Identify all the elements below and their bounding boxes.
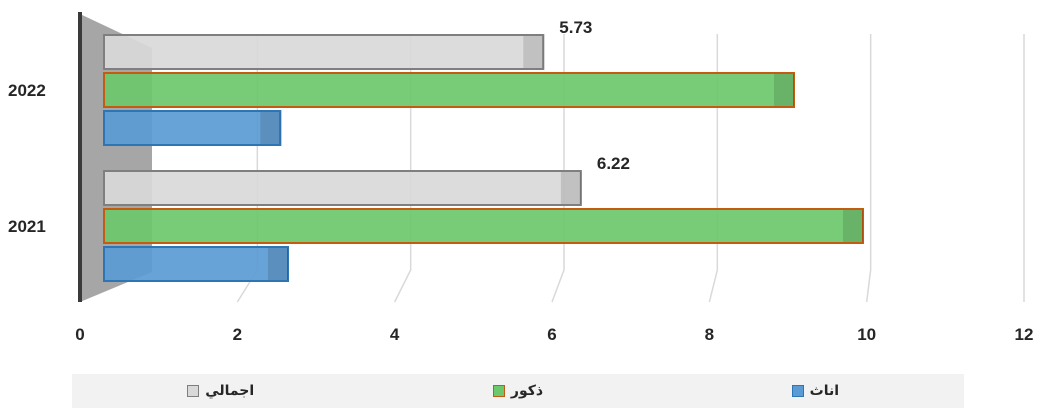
bar-2-0 (103, 170, 582, 206)
legend-item: اناث (667, 383, 964, 399)
data-label: 6.22 (597, 154, 630, 173)
gridline (708, 34, 719, 303)
gridlines (236, 34, 1025, 303)
legend-label: اجمالي (205, 383, 255, 399)
x-axis-ticks: 0 2 4 6 8 10 12 (75, 325, 1033, 344)
x-tick-label: 12 (1015, 325, 1034, 344)
legend-label: اناث (809, 383, 840, 399)
x-tick-label: 4 (390, 325, 400, 344)
gridline (393, 34, 412, 303)
bar-face (103, 34, 545, 70)
bar-face (103, 170, 582, 206)
bar-1-1 (103, 72, 795, 108)
x-tick-label: 2 (233, 325, 242, 344)
legend-swatch (492, 385, 505, 397)
data-labels: 6.22 5.73 (559, 18, 630, 173)
x-tick-label: 8 (705, 325, 714, 344)
bar-face (103, 246, 289, 282)
bar-face (103, 72, 795, 108)
legend-item: اجمالي (72, 383, 369, 399)
bar-0-1 (103, 110, 282, 146)
legend-swatch (187, 385, 200, 397)
gridline (551, 34, 565, 303)
data-label: 5.73 (559, 18, 592, 37)
legend-swatch (791, 385, 804, 397)
bar-2-1 (103, 34, 545, 70)
bar-0-0 (103, 246, 289, 282)
category-label: 2021 (8, 217, 46, 236)
legend-label: ذكور (510, 383, 544, 399)
bar-face (103, 110, 282, 146)
x-tick-label: 6 (547, 325, 556, 344)
legend: اناث ذكور اجمالي (72, 374, 964, 408)
x-tick-label: 10 (857, 325, 876, 344)
legend-item: ذكور (369, 383, 666, 399)
y-axis-categories: 2021 2022 (8, 81, 46, 236)
bar-1-0 (103, 208, 864, 244)
gridline (865, 34, 872, 303)
category-label: 2022 (8, 81, 46, 100)
bars (103, 34, 864, 282)
x-tick-label: 0 (75, 325, 84, 344)
bar-face (103, 208, 864, 244)
